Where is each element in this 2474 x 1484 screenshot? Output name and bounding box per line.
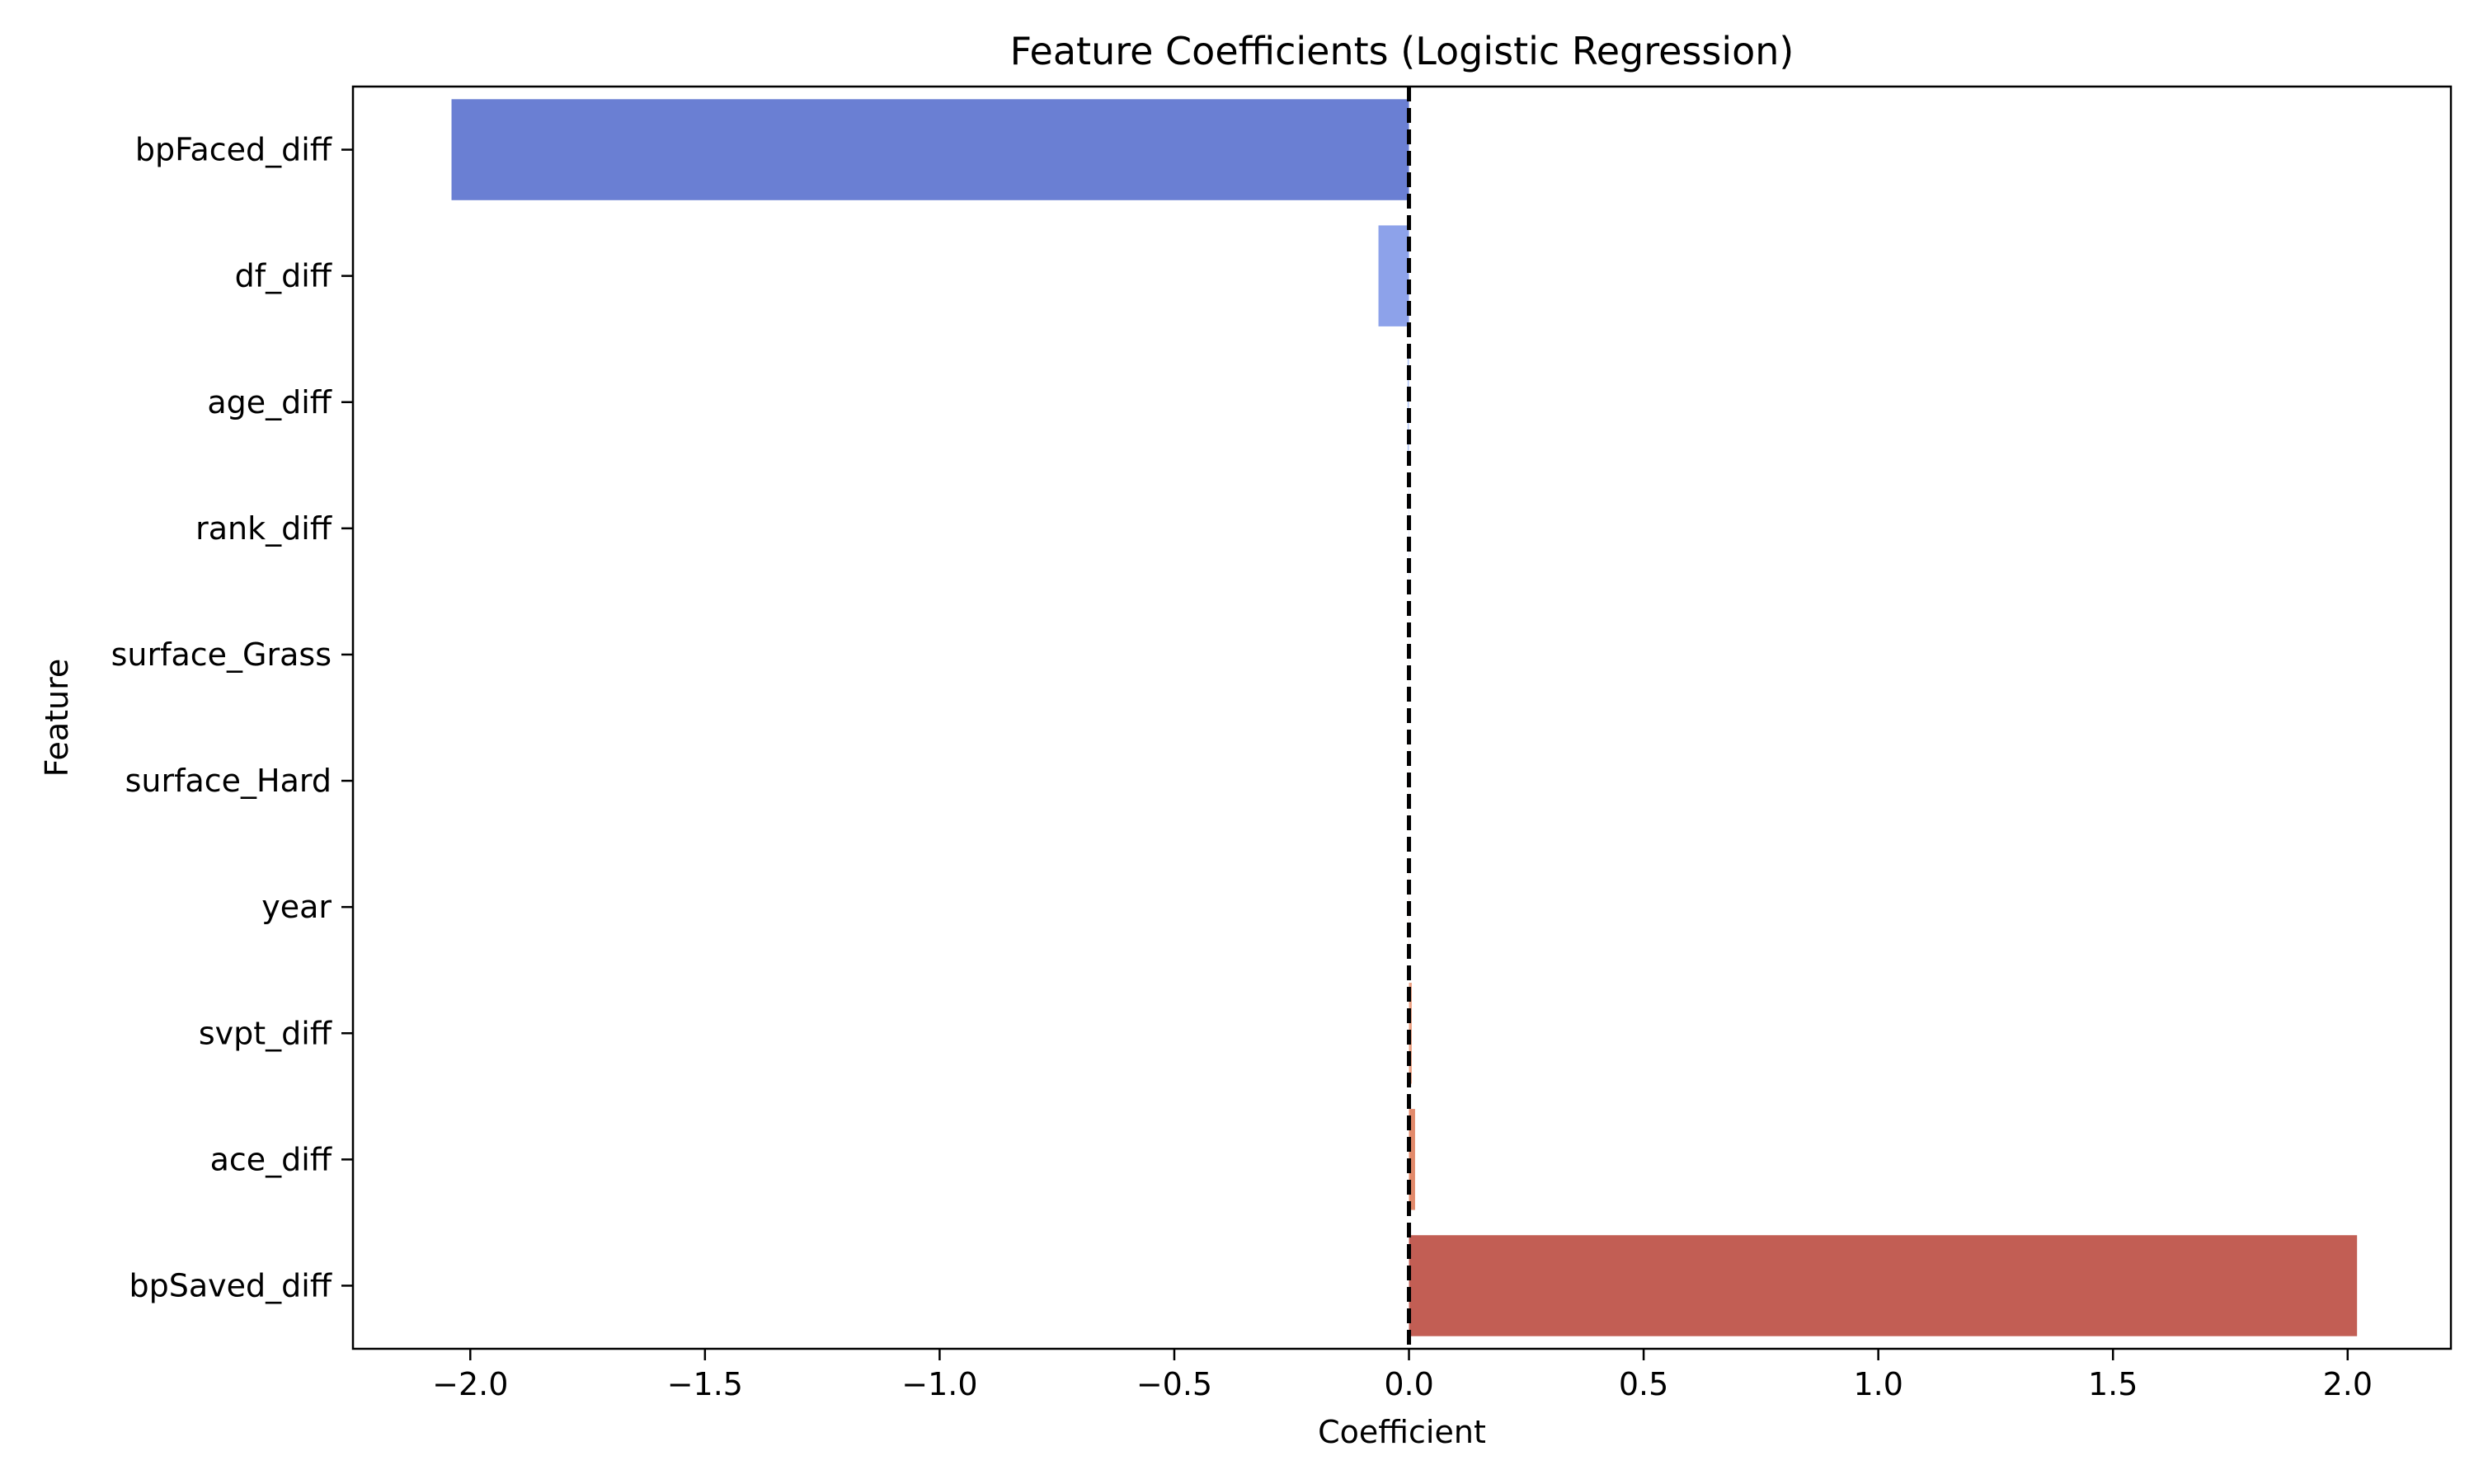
plot-frame [351, 85, 2453, 1350]
x-axis-label: Coefficient [1318, 1414, 1486, 1450]
bar-ace_diff [1409, 1109, 1415, 1210]
y-tick-label: bpFaced_diff [135, 132, 332, 168]
y-axis: bpFaced_diff df_diff age_diff rank_diffsurf… [111, 132, 353, 1303]
bar-bpSaved_diff [1409, 1235, 2358, 1336]
y-tick-label: rank_diff [195, 510, 332, 547]
x-tick-label: −1.5 [667, 1366, 743, 1402]
y-tick-label: year [261, 889, 332, 925]
x-tick-label: −1.0 [901, 1366, 977, 1402]
bars-layer [451, 99, 2358, 1336]
y-tick-label: surface_Grass [111, 636, 332, 673]
bar-bpFaced_diff [451, 99, 1409, 200]
x-axis: −2.0 −1.5 −1.0 −0.5 0.0 0.5 1.0 1.5 2.0 [432, 1349, 2373, 1402]
x-tick-label: −2.0 [432, 1366, 508, 1402]
y-tick-label: surface_Hard [125, 763, 332, 799]
chart-title: Feature Coefficients (Logistic Regressio… [1010, 29, 1794, 73]
y-tick-label: svpt_diff [199, 1015, 332, 1051]
y-axis-label: Feature [39, 659, 75, 777]
x-tick-label: 2.0 [2323, 1366, 2373, 1402]
y-tick-label: df_diff [235, 258, 332, 294]
y-tick-label: bpSaved_diff [129, 1267, 332, 1303]
bar-df_diff [1378, 225, 1409, 326]
y-tick-label: ace_diff [210, 1141, 332, 1177]
x-tick-label: 1.5 [2088, 1366, 2138, 1402]
x-tick-label: 0.5 [1619, 1366, 1668, 1402]
x-tick-label: −0.5 [1136, 1366, 1212, 1402]
x-tick-label: 1.0 [1853, 1366, 1903, 1402]
y-tick-label: age_diff [207, 384, 332, 420]
x-tick-label: 0.0 [1384, 1366, 1433, 1402]
bar-age_diff [1407, 351, 1409, 453]
